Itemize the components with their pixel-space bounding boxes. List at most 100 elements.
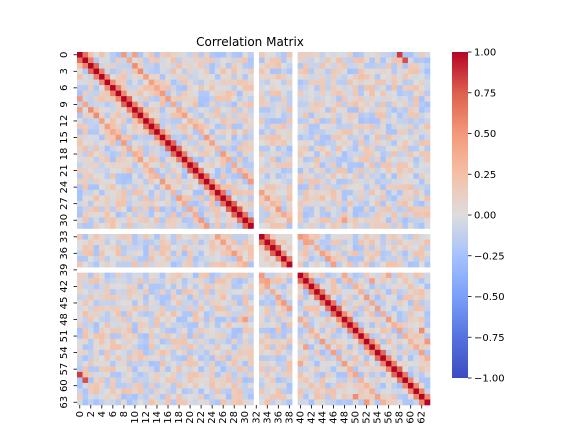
heatmap-cell — [385, 195, 392, 202]
heatmap-cell — [225, 399, 232, 406]
heatmap-cell — [225, 261, 232, 268]
heatmap-cell — [363, 195, 370, 202]
heatmap-cell — [181, 90, 188, 97]
heatmap-cell — [385, 327, 392, 334]
heatmap-cell — [198, 107, 205, 113]
heatmap-cell — [82, 156, 89, 163]
heatmap-cell — [336, 200, 343, 207]
heatmap-cell — [137, 283, 144, 290]
heatmap-cell — [126, 371, 133, 378]
heatmap-cell — [203, 52, 210, 58]
heatmap-cell — [104, 134, 111, 141]
heatmap-cell — [220, 217, 227, 224]
heatmap-cell — [369, 278, 376, 284]
heatmap-cell — [99, 178, 105, 185]
heatmap-cell — [336, 184, 343, 191]
heatmap-cell — [99, 101, 105, 108]
heatmap-cell — [259, 57, 265, 64]
heatmap-cell — [99, 338, 105, 345]
heatmap-cell — [264, 360, 271, 367]
heatmap-cell — [165, 167, 172, 174]
heatmap-cell — [308, 57, 315, 64]
heatmap-cell — [181, 184, 188, 191]
heatmap-cell — [281, 217, 287, 224]
heatmap-cell — [214, 239, 221, 246]
heatmap-cell — [242, 278, 249, 284]
heatmap-cell — [126, 189, 133, 196]
heatmap-cell — [203, 327, 210, 334]
heatmap-cell — [132, 388, 138, 395]
heatmap-cell — [159, 289, 166, 295]
heatmap-cell — [259, 178, 265, 185]
heatmap-cell — [137, 322, 144, 329]
heatmap-cell — [225, 349, 232, 356]
heatmap-cell — [181, 311, 188, 318]
heatmap-cell — [402, 245, 409, 251]
heatmap-cell — [77, 234, 83, 240]
heatmap-cell — [391, 305, 398, 312]
heatmap-cell — [187, 184, 194, 191]
heatmap-cell — [93, 101, 100, 108]
heatmap-cell — [143, 96, 150, 102]
heatmap-cell — [187, 52, 194, 58]
heatmap-cell — [319, 399, 326, 406]
heatmap-cell — [308, 173, 315, 180]
heatmap-cell — [203, 305, 210, 312]
heatmap-cell — [286, 79, 293, 86]
heatmap-cell — [203, 211, 210, 218]
heatmap-cell — [407, 217, 414, 224]
heatmap-cell — [115, 245, 122, 251]
x-tick-label: 56 — [384, 411, 395, 424]
heatmap-cell — [143, 272, 150, 279]
heatmap-cell — [110, 239, 116, 246]
heatmap-cell — [396, 173, 403, 180]
heatmap-cell — [104, 52, 111, 58]
heatmap-cell — [363, 305, 370, 312]
heatmap-cell — [143, 399, 150, 406]
heatmap-cell — [319, 134, 326, 141]
heatmap-cell — [319, 294, 326, 301]
heatmap-cell — [198, 222, 205, 229]
heatmap-cell — [132, 107, 138, 113]
heatmap-cell — [110, 134, 116, 141]
heatmap-cell — [264, 327, 271, 334]
heatmap-cell — [121, 167, 127, 174]
heatmap-cell — [137, 344, 144, 351]
heatmap-cell — [380, 278, 387, 284]
heatmap-cell — [82, 184, 89, 191]
heatmap-cell — [308, 300, 315, 307]
heatmap-cell — [385, 261, 392, 268]
heatmap-cell — [297, 289, 304, 295]
heatmap-cell — [77, 388, 83, 395]
heatmap-cell — [93, 278, 100, 284]
heatmap-cell — [170, 289, 177, 295]
heatmap-cell — [165, 217, 172, 224]
heatmap-cell — [170, 173, 177, 180]
heatmap-cell — [143, 184, 150, 191]
heatmap-cell — [176, 278, 183, 284]
heatmap-cell — [159, 151, 166, 158]
heatmap-cell — [374, 96, 381, 102]
heatmap-cell — [242, 393, 249, 400]
heatmap-cell — [93, 200, 100, 207]
heatmap-cell — [159, 189, 166, 196]
heatmap-cell — [93, 366, 100, 373]
heatmap-cell — [77, 278, 83, 284]
heatmap-cell — [159, 57, 166, 64]
heatmap-cell — [341, 393, 348, 400]
heatmap-cell — [330, 74, 337, 80]
heatmap-cell — [214, 134, 221, 141]
heatmap-cell — [369, 388, 376, 395]
heatmap-cell — [214, 52, 221, 58]
heatmap-cell — [165, 234, 172, 240]
heatmap-cell — [148, 74, 155, 80]
heatmap-cell — [413, 206, 420, 213]
heatmap-cell — [352, 211, 359, 218]
heatmap-cell — [121, 311, 127, 318]
heatmap-cell — [270, 294, 276, 301]
heatmap-cell — [374, 338, 381, 345]
heatmap-cell — [137, 399, 144, 406]
heatmap-cell — [286, 278, 293, 284]
heatmap-cell — [181, 366, 188, 373]
heatmap-cell — [165, 289, 172, 295]
